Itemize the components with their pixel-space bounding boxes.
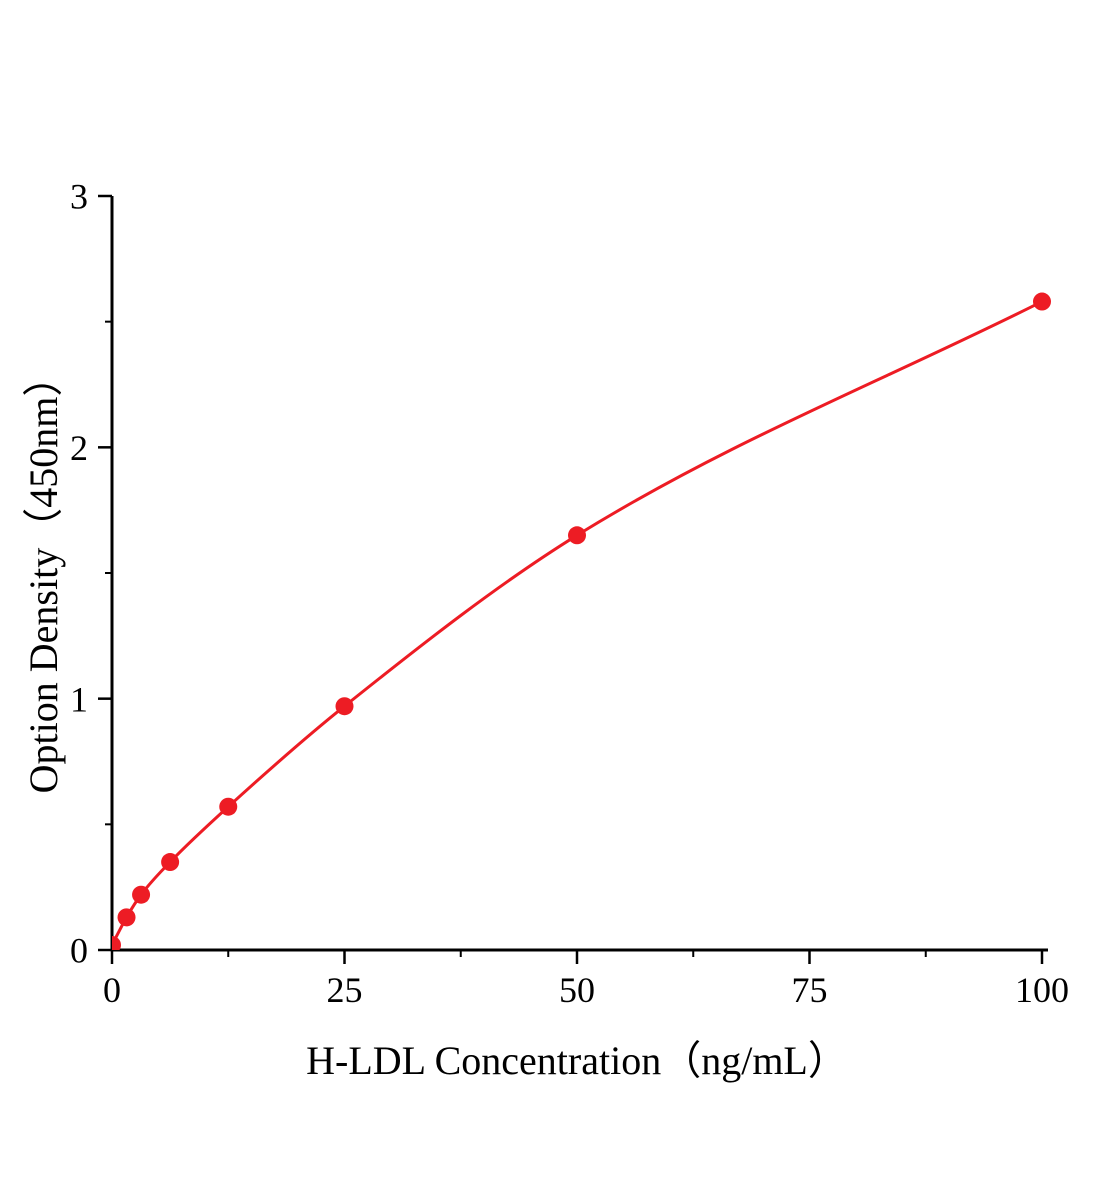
fit-curve [112,300,1044,947]
y-axis-title: Option Density（450nm） [21,356,66,794]
data-point [161,853,180,872]
x-tick-label: 0 [103,970,121,1010]
plot-area [112,292,1051,950]
y-tick-label: 1 [70,679,88,719]
data-point [1033,292,1051,311]
data-point [132,885,151,904]
x-tick-label: 25 [327,970,363,1010]
y-tick-label: 2 [70,428,88,468]
x-tick-label: 100 [1015,970,1069,1010]
y-tick-label: 0 [70,931,88,971]
x-tick-label: 50 [559,970,595,1010]
data-point [568,526,586,545]
data-point [219,797,238,816]
x-axis-title: H-LDL Concentration（ng/mL） [306,1038,848,1083]
data-point [117,908,136,927]
data-point [112,935,121,950]
data-point [335,697,354,716]
y-tick-label: 3 [70,177,88,217]
x-tick-label: 75 [792,970,828,1010]
